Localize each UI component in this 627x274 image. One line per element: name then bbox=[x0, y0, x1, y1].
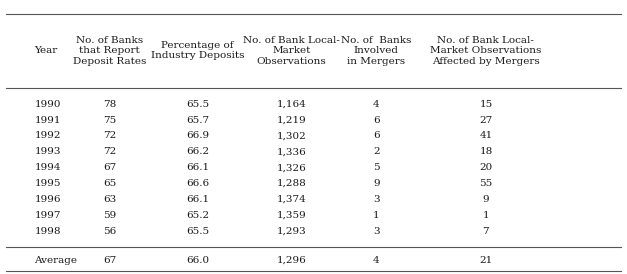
Text: 1990: 1990 bbox=[34, 100, 61, 109]
Text: 27: 27 bbox=[479, 116, 493, 124]
Text: 1,336: 1,336 bbox=[277, 147, 307, 156]
Text: 21: 21 bbox=[479, 256, 493, 265]
Text: 18: 18 bbox=[479, 147, 493, 156]
Text: No. of  Banks
Involved
in Mergers: No. of Banks Involved in Mergers bbox=[341, 36, 411, 65]
Text: 56: 56 bbox=[103, 227, 117, 236]
Text: 7: 7 bbox=[483, 227, 489, 236]
Text: 72: 72 bbox=[103, 132, 117, 140]
Text: 55: 55 bbox=[479, 179, 493, 188]
Text: 20: 20 bbox=[479, 163, 493, 172]
Text: 1,219: 1,219 bbox=[277, 116, 307, 124]
Text: 66.6: 66.6 bbox=[186, 179, 209, 188]
Text: 1995: 1995 bbox=[34, 179, 61, 188]
Text: 9: 9 bbox=[483, 195, 489, 204]
Text: 1994: 1994 bbox=[34, 163, 61, 172]
Text: 9: 9 bbox=[373, 179, 379, 188]
Text: 63: 63 bbox=[103, 195, 117, 204]
Text: 1992: 1992 bbox=[34, 132, 61, 140]
Text: 15: 15 bbox=[479, 100, 493, 109]
Text: 41: 41 bbox=[479, 132, 493, 140]
Text: 66.1: 66.1 bbox=[186, 163, 209, 172]
Text: Percentage of
Industry Deposits: Percentage of Industry Deposits bbox=[150, 41, 245, 60]
Text: 72: 72 bbox=[103, 147, 117, 156]
Text: 66.0: 66.0 bbox=[186, 256, 209, 265]
Text: 75: 75 bbox=[103, 116, 117, 124]
Text: 1,374: 1,374 bbox=[277, 195, 307, 204]
Text: 2: 2 bbox=[373, 147, 379, 156]
Text: 66.9: 66.9 bbox=[186, 132, 209, 140]
Text: 1,164: 1,164 bbox=[277, 100, 307, 109]
Text: 66.2: 66.2 bbox=[186, 147, 209, 156]
Text: No. of Banks
that Report
Deposit Rates: No. of Banks that Report Deposit Rates bbox=[73, 36, 147, 65]
Text: Year: Year bbox=[34, 46, 58, 55]
Text: 1,296: 1,296 bbox=[277, 256, 307, 265]
Text: 65.2: 65.2 bbox=[186, 211, 209, 220]
Text: 67: 67 bbox=[103, 163, 117, 172]
Text: 3: 3 bbox=[373, 195, 379, 204]
Text: 1993: 1993 bbox=[34, 147, 61, 156]
Text: 59: 59 bbox=[103, 211, 117, 220]
Text: 1,293: 1,293 bbox=[277, 227, 307, 236]
Text: 65.5: 65.5 bbox=[186, 227, 209, 236]
Text: 6: 6 bbox=[373, 132, 379, 140]
Text: 1,359: 1,359 bbox=[277, 211, 307, 220]
Text: 1,288: 1,288 bbox=[277, 179, 307, 188]
Text: 1: 1 bbox=[373, 211, 379, 220]
Text: 1998: 1998 bbox=[34, 227, 61, 236]
Text: 4: 4 bbox=[373, 100, 379, 109]
Text: 78: 78 bbox=[103, 100, 117, 109]
Text: 65.7: 65.7 bbox=[186, 116, 209, 124]
Text: 3: 3 bbox=[373, 227, 379, 236]
Text: Average: Average bbox=[34, 256, 78, 265]
Text: 66.1: 66.1 bbox=[186, 195, 209, 204]
Text: 1996: 1996 bbox=[34, 195, 61, 204]
Text: No. of Bank Local-
Market
Observations: No. of Bank Local- Market Observations bbox=[243, 36, 340, 65]
Text: 1: 1 bbox=[483, 211, 489, 220]
Text: 65.5: 65.5 bbox=[186, 100, 209, 109]
Text: 1,326: 1,326 bbox=[277, 163, 307, 172]
Text: 1,302: 1,302 bbox=[277, 132, 307, 140]
Text: No. of Bank Local-
Market Observations
Affected by Mergers: No. of Bank Local- Market Observations A… bbox=[430, 36, 542, 65]
Text: 65: 65 bbox=[103, 179, 117, 188]
Text: 4: 4 bbox=[373, 256, 379, 265]
Text: 1991: 1991 bbox=[34, 116, 61, 124]
Text: 67: 67 bbox=[103, 256, 117, 265]
Text: 1997: 1997 bbox=[34, 211, 61, 220]
Text: 5: 5 bbox=[373, 163, 379, 172]
Text: 6: 6 bbox=[373, 116, 379, 124]
